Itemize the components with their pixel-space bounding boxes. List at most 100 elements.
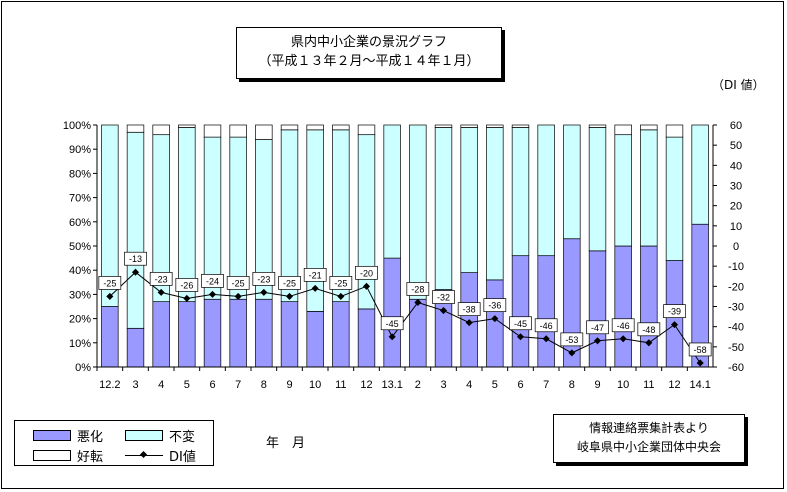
- di-label-box: [534, 318, 558, 333]
- bar-unchanged: [280, 129, 299, 303]
- bar-unchanged: [229, 136, 247, 300]
- legend-label-better: 好転: [77, 449, 104, 465]
- di-marker: [311, 284, 319, 292]
- di-label-box: [637, 322, 661, 337]
- di-marker: [285, 292, 294, 300]
- bar-worse: [280, 301, 299, 368]
- di-data-label: -26: [180, 280, 193, 290]
- di-label-box: [688, 342, 712, 357]
- bar-unchanged: [409, 124, 427, 300]
- di-marker: [208, 290, 217, 298]
- di-marker: [106, 292, 114, 300]
- di-marker: [260, 288, 268, 296]
- di-data-label: -13: [129, 254, 142, 264]
- y-left-tick-label: 70%: [69, 193, 91, 205]
- di-marker: [337, 292, 345, 300]
- bar-worse: [255, 298, 273, 368]
- x-tick-label: 8: [261, 379, 267, 391]
- bar-unchanged: [588, 127, 607, 252]
- bar-unchanged: [537, 124, 555, 257]
- bar-unchanged: [357, 134, 376, 310]
- legend-swatch-worse: [33, 429, 71, 441]
- legend-label-worse: 悪化: [77, 429, 104, 445]
- y-left-tick-label: 80%: [69, 168, 91, 180]
- y-right-tick-label: 0: [733, 241, 739, 253]
- di-label-box: [406, 282, 430, 296]
- legend-swatch-unchanged: [125, 429, 163, 441]
- bar-unchanged: [332, 129, 350, 303]
- bar-unchanged: [434, 127, 453, 290]
- di-marker: [388, 333, 396, 341]
- x-tick-label: 3: [132, 379, 138, 391]
- bar-worse: [409, 298, 427, 368]
- di-data-label: -45: [514, 319, 527, 329]
- di-marker: [696, 359, 704, 367]
- source-note-box: 情報連絡票集計表より 岐阜県中小企業団体中央会: [553, 414, 745, 463]
- di-data-label: -58: [694, 345, 707, 355]
- bar-unchanged: [640, 129, 658, 247]
- di-data-label: -23: [155, 274, 168, 284]
- di-marker: [568, 349, 576, 357]
- y-left-tick-label: 90%: [69, 144, 91, 156]
- bar-unchanged: [383, 124, 401, 259]
- bar-worse: [588, 250, 607, 368]
- di-marker: [465, 319, 473, 327]
- x-tick-label: 13.1: [381, 379, 402, 391]
- legend-swatch-better: [33, 449, 71, 461]
- bar-better: [255, 124, 273, 140]
- di-data-label: -38: [463, 305, 476, 315]
- y-left-tick-label: 10%: [69, 338, 91, 350]
- y-right-tick-label: 10: [730, 221, 742, 233]
- di-marker: [670, 321, 679, 329]
- x-tick-label: 6: [209, 379, 215, 391]
- x-tick-label: 7: [543, 379, 549, 391]
- bar-better: [152, 124, 170, 136]
- di-marker: [414, 298, 422, 307]
- bar-worse: [357, 308, 376, 368]
- bar-better: [486, 124, 504, 128]
- bar-unchanged: [126, 131, 145, 329]
- di-data-label: -48: [642, 325, 655, 335]
- y-right-tick-label: -20: [728, 281, 744, 293]
- di-data-label: -28: [411, 284, 424, 294]
- chart-title: 県内中小企業の景況グラフ: [290, 35, 447, 50]
- bar-unchanged: [665, 136, 684, 261]
- di-marker: [183, 294, 191, 302]
- x-tick-label: 11: [643, 379, 654, 391]
- di-data-label: -46: [617, 321, 630, 331]
- y-left-tick-label: 100%: [63, 120, 91, 132]
- chart-title-box: 県内中小企業の景況グラフ （平成１３年２月～平成１４年１月）: [236, 27, 502, 79]
- di-marker: [619, 335, 627, 343]
- di-label-box: [226, 276, 250, 290]
- di-marker: [157, 288, 165, 296]
- y-right-tick-label: -60: [728, 362, 744, 374]
- x-tick-label: 5: [492, 379, 498, 391]
- y-right-tick-label: -40: [728, 322, 744, 334]
- bar-worse: [563, 238, 581, 368]
- di-label-box: [483, 298, 507, 312]
- bar-unchanged: [511, 127, 530, 257]
- di-marker: [516, 333, 525, 341]
- di-label-box: [329, 276, 353, 290]
- bar-unchanged: [486, 127, 504, 281]
- bar-worse: [614, 245, 632, 368]
- di-data-label: -36: [488, 301, 501, 311]
- legend-label-di: DI値: [169, 449, 196, 465]
- y-right-tick-label: 20: [730, 201, 742, 213]
- bar-better: [434, 124, 453, 128]
- di-label-box: [457, 302, 481, 316]
- y-right-tick-label: -10: [728, 261, 744, 273]
- di-marker: [362, 282, 371, 290]
- legend-item-unchanged: 不変: [125, 427, 195, 445]
- di-label-box: [124, 251, 147, 266]
- legend: 悪化 不変 好転 DI値: [14, 420, 214, 466]
- bar-better: [203, 124, 222, 138]
- x-tick-label: 11: [335, 379, 346, 391]
- di-marker: [131, 268, 140, 276]
- di-label-box: [355, 265, 378, 280]
- bar-unchanged: [306, 129, 324, 312]
- di-label-box: [252, 272, 276, 286]
- x-tick-label: 10: [617, 379, 629, 391]
